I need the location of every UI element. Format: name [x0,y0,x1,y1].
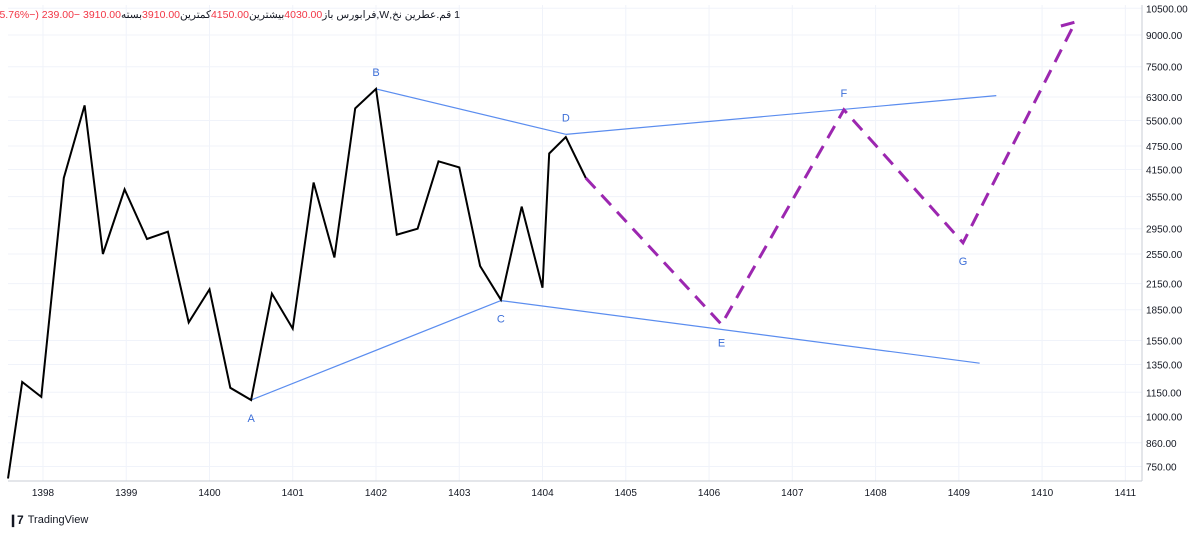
y-tick-label: 1000.00 [1146,413,1183,424]
price-line [7,86,587,479]
open-label: باز [322,9,334,21]
y-tick-label: 4150.00 [1146,165,1183,176]
low-label: کمترین [180,9,211,21]
wave-point-label: E [718,337,725,349]
open-value: 4030.00 [284,9,323,21]
y-tick-label: 5500.00 [1146,117,1183,128]
brand-name: TradingView [27,514,89,526]
wave-point-label: G [959,256,968,268]
tradingview-brand[interactable]: ❙7 TradingView [8,513,88,527]
x-tick-label: 1410 [1031,488,1054,499]
close-label: بسته [120,9,143,21]
x-tick-label: 1406 [698,488,721,499]
x-tick-label: 1398 [32,488,55,499]
wave-point-label: C [497,314,505,326]
projection-path [584,19,1079,327]
symbol-name[interactable]: 1 قم.عطرین نخ [392,9,460,21]
ohlc-header: 1 قم.عطرین نخ,W,فرابورس باز4030.00بیشتری… [0,8,460,22]
y-tick-label: 750.00 [1146,463,1177,474]
y-tick-label: 1850.00 [1146,306,1183,317]
y-tick-label: 4750.00 [1146,142,1183,153]
y-tick-label: 3550.00 [1146,193,1183,204]
y-tick-label: 2150.00 [1146,280,1183,291]
y-tick-label: 860.00 [1146,439,1177,450]
x-tick-label: 1405 [615,488,638,499]
low-value: 3910.00 [142,9,181,21]
y-tick-label: 10500.00 [1146,4,1188,15]
wave-point-label: F [841,88,848,100]
x-tick-label: 1404 [531,488,554,499]
timeframe-label[interactable]: W [379,9,390,21]
wave-point-label: D [562,112,570,124]
close-value: 3910.00 [82,9,121,21]
x-tick-label: 1408 [864,488,887,499]
y-tick-label: 2550.00 [1146,250,1183,261]
trendline [250,300,502,401]
exchange-name: فرابورس [336,9,377,21]
tradingview-logo-icon: ❙7 [8,513,24,527]
x-tick-label: 1407 [781,488,804,499]
x-tick-label: 1403 [448,488,471,499]
change-value: −239.00 (−5.76%) [0,9,81,21]
x-tick-label: 1401 [282,488,305,499]
high-value: 4150.00 [210,9,249,21]
x-tick-label: 1399 [115,488,138,499]
x-tick-label: 1409 [948,488,971,499]
trendline [500,300,980,364]
high-label: بیشترین [248,9,285,21]
y-tick-label: 2950.00 [1146,225,1183,236]
trendline [375,88,566,135]
x-tick-label: 1400 [198,488,221,499]
y-tick-label: 6300.00 [1146,93,1183,104]
y-tick-label: 1550.00 [1146,336,1183,347]
y-tick-label: 7500.00 [1146,63,1183,74]
x-tick-label: 1402 [365,488,388,499]
wave-point-label: B [372,67,379,79]
y-tick-label: 1350.00 [1146,360,1183,371]
y-tick-label: 1150.00 [1146,388,1182,399]
trendline [565,95,997,135]
y-tick-label: 9000.00 [1146,31,1183,42]
wave-point-label: A [247,413,255,425]
x-tick-label: 1411 [1115,488,1137,499]
